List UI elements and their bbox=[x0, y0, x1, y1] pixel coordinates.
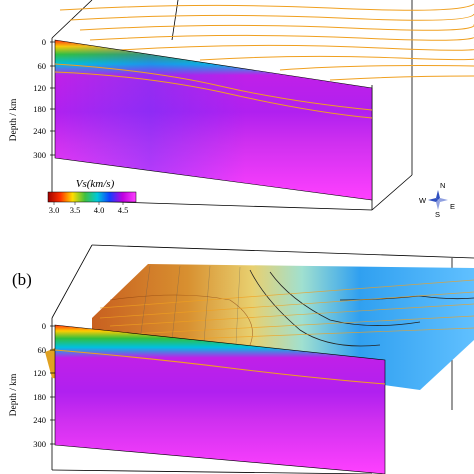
depth-tick-b-180: 180 bbox=[33, 392, 46, 402]
colorbar-tick-4.5: 4.5 bbox=[118, 205, 129, 215]
compass-w-label: W bbox=[419, 196, 427, 205]
compass-n-label: N bbox=[440, 181, 445, 190]
panel-b-section bbox=[54, 324, 386, 474]
depth-axis-title-a: Depth / km bbox=[9, 98, 19, 141]
panel-a-isolines bbox=[59, 3, 474, 81]
panel-a-depth-axis: Depth / km 0 60 120 180 240 300 bbox=[9, 37, 55, 160]
colorbar-title: Vs(km/s) bbox=[76, 178, 115, 190]
panel-b: (b) bbox=[9, 244, 474, 474]
depth-tick-a-0: 0 bbox=[42, 37, 46, 47]
colorbar-tick-3.0: 3.0 bbox=[49, 205, 60, 215]
colorbar-tick-4.0: 4.0 bbox=[94, 205, 105, 215]
depth-tick-b-300: 300 bbox=[33, 439, 46, 449]
depth-tick-a-240: 240 bbox=[33, 126, 46, 136]
compass-e-label: E bbox=[450, 202, 455, 211]
depth-tick-a-120: 120 bbox=[33, 83, 46, 93]
colorbar-tick-3.5: 3.5 bbox=[70, 205, 81, 215]
panel-b-depth-axis: Depth / km 0 60 120 180 240 300 bbox=[9, 321, 55, 449]
panel-b-top-surface bbox=[92, 264, 474, 390]
depth-tick-a-300: 300 bbox=[33, 150, 46, 160]
colorbar-gradient bbox=[47, 191, 137, 203]
depth-tick-b-0: 0 bbox=[42, 321, 46, 331]
depth-tick-b-120: 120 bbox=[33, 368, 46, 378]
colorbar: Vs(km/s) 3.0 3.5 4.0 4.5 bbox=[47, 178, 137, 215]
panel-b-label: (b) bbox=[12, 270, 32, 289]
depth-tick-b-60: 60 bbox=[38, 345, 47, 355]
panel-a: Depth / km 0 60 120 180 240 300 Vs(km/s) bbox=[9, 0, 474, 219]
depth-tick-b-240: 240 bbox=[33, 415, 46, 425]
panel-a-section bbox=[54, 39, 373, 201]
depth-tick-a-60: 60 bbox=[38, 61, 47, 71]
compass-rose: N S E W bbox=[419, 181, 455, 219]
compass-s-label: S bbox=[435, 210, 440, 219]
depth-axis-title-b: Depth / km bbox=[9, 373, 19, 416]
depth-tick-a-180: 180 bbox=[33, 104, 46, 114]
